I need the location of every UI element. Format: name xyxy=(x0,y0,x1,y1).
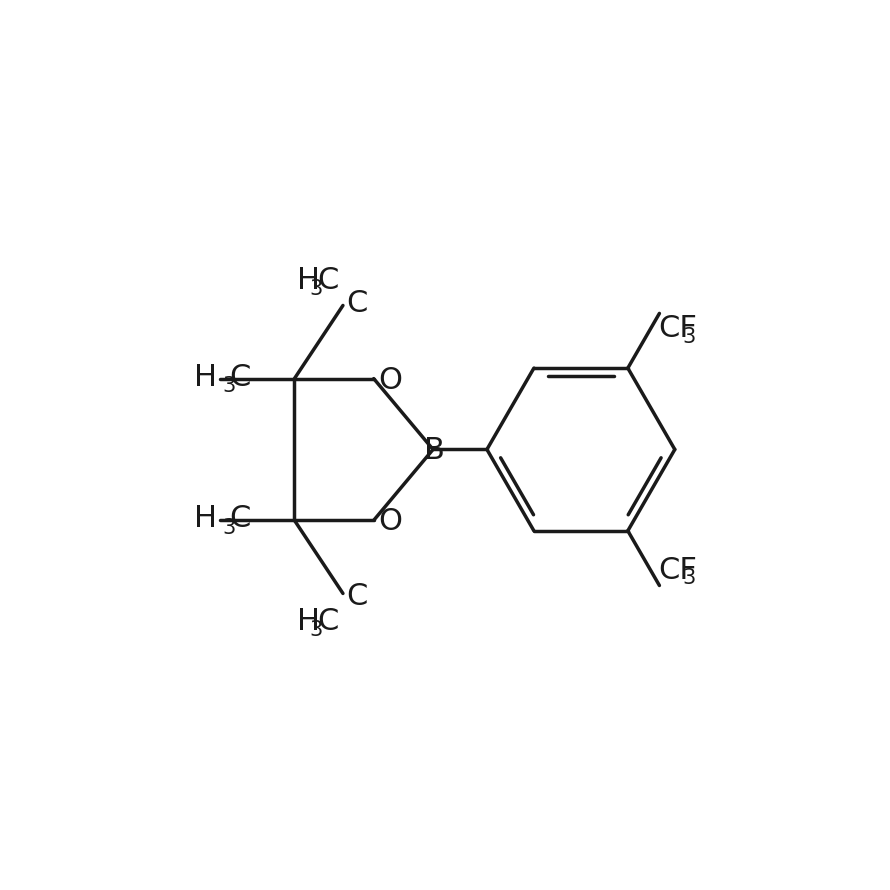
Text: O: O xyxy=(378,507,402,537)
Text: H: H xyxy=(296,607,320,635)
Text: H: H xyxy=(194,505,216,533)
Text: 3: 3 xyxy=(222,518,236,538)
Text: C: C xyxy=(317,607,338,635)
Text: 3: 3 xyxy=(309,619,322,640)
Text: H: H xyxy=(194,362,216,392)
Text: C: C xyxy=(317,266,338,295)
Text: C: C xyxy=(229,505,250,533)
Text: O: O xyxy=(378,366,402,394)
Text: 3: 3 xyxy=(222,376,236,396)
Text: B: B xyxy=(425,436,445,465)
Text: CF: CF xyxy=(658,314,697,344)
Text: C: C xyxy=(346,582,368,611)
Text: 3: 3 xyxy=(309,279,322,299)
Text: H: H xyxy=(296,266,320,295)
Text: 3: 3 xyxy=(683,568,696,587)
Text: 3: 3 xyxy=(683,327,696,346)
Text: C: C xyxy=(229,362,250,392)
Text: CF: CF xyxy=(658,555,697,585)
Text: C: C xyxy=(346,289,368,319)
